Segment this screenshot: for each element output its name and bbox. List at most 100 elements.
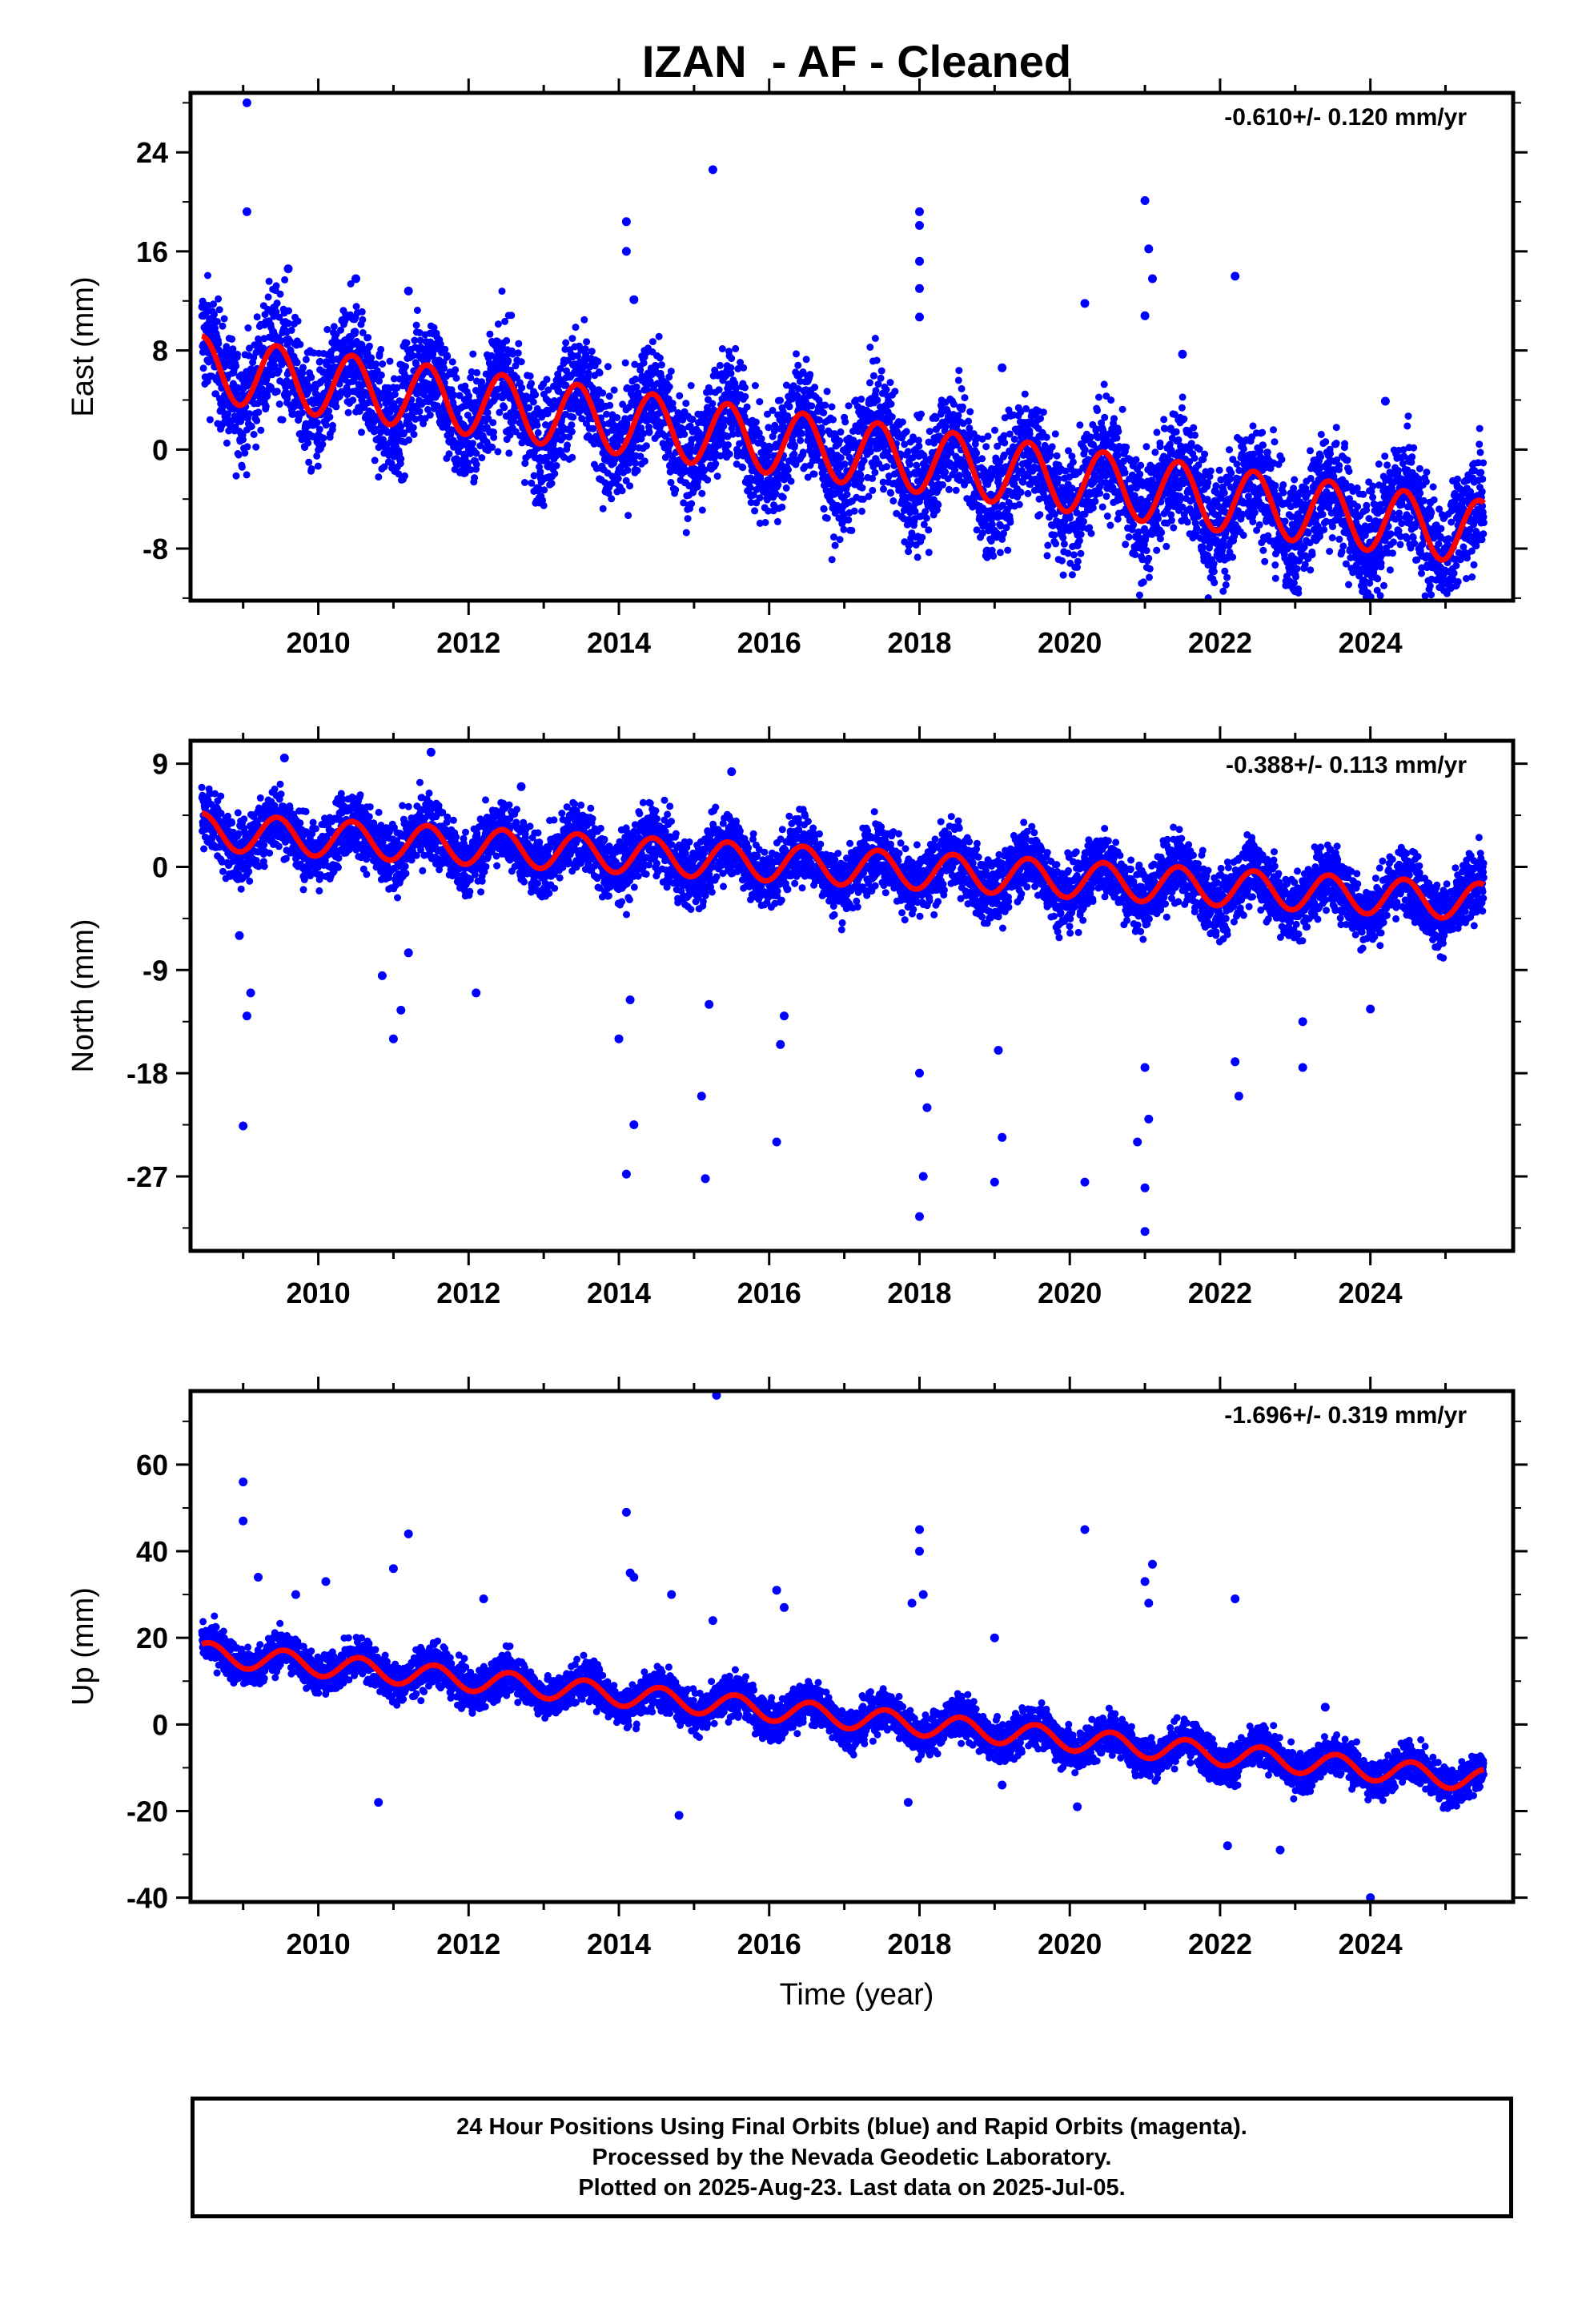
- data-point: [1059, 534, 1067, 541]
- data-point: [640, 359, 648, 367]
- data-point: [397, 455, 405, 463]
- data-point: [375, 473, 383, 481]
- data-point: [224, 410, 231, 418]
- data-point: [1004, 546, 1012, 554]
- data-point: [761, 519, 769, 526]
- data-point: [841, 418, 849, 426]
- data-point: [823, 514, 831, 522]
- data-point: [961, 394, 969, 402]
- data-point: [751, 382, 759, 389]
- data-point: [872, 387, 880, 395]
- data-point: [476, 442, 484, 450]
- data-point: [802, 356, 810, 364]
- data-point: [307, 465, 315, 472]
- data-point: [1051, 430, 1059, 438]
- data-point: [743, 403, 751, 411]
- data-point: [241, 449, 249, 457]
- chart-title: IZAN - AF - Cleaned: [642, 36, 1071, 86]
- data-point: [265, 277, 273, 285]
- data-point: [746, 484, 754, 492]
- data-point: [281, 275, 289, 283]
- data-point: [471, 474, 479, 482]
- data-point: [1101, 413, 1109, 421]
- data-point: [593, 392, 601, 400]
- data-point: [521, 460, 529, 468]
- data-point: [636, 366, 644, 374]
- data-point: [397, 423, 405, 431]
- data-point: [882, 385, 890, 393]
- data-point: [915, 442, 923, 450]
- data-point: [243, 443, 251, 451]
- data-point: [918, 533, 926, 541]
- data-point: [667, 368, 675, 376]
- data-point: [287, 326, 295, 334]
- data-point: [828, 556, 836, 564]
- data-point: [461, 382, 469, 390]
- data-point: [1068, 571, 1076, 579]
- data-point: [996, 549, 1004, 557]
- data-point: [569, 413, 577, 421]
- data-point: [605, 392, 613, 400]
- data-point: [262, 403, 270, 411]
- data-point: [568, 335, 576, 343]
- data-point: [779, 493, 787, 501]
- data-point: [1172, 428, 1180, 436]
- data-point: [366, 342, 373, 350]
- data-point: [284, 320, 292, 328]
- data-point: [1037, 415, 1044, 423]
- data-point: [325, 407, 333, 415]
- data-point: [540, 501, 548, 509]
- data-point: [1132, 456, 1140, 464]
- data-point: [277, 337, 285, 345]
- data-point: [1048, 443, 1056, 451]
- data-point: [1080, 517, 1087, 525]
- panel-east: 2010 2012 2014 2016 2018 2020 2022 2024-8081624…: [66, 78, 1528, 659]
- data-point: [642, 442, 650, 450]
- data-point: [1069, 458, 1077, 466]
- data-point: [534, 428, 542, 436]
- data-point: [684, 515, 692, 523]
- data-point: [955, 367, 963, 375]
- data-point: [294, 317, 302, 325]
- data-point: [1207, 467, 1215, 475]
- data-point: [307, 373, 315, 381]
- data-point: [403, 339, 411, 347]
- data-point: [243, 471, 251, 479]
- data-point: [326, 413, 334, 421]
- data-point: [888, 413, 896, 421]
- data-point: [756, 398, 764, 406]
- data-point: [391, 390, 399, 398]
- data-point: [866, 379, 873, 387]
- data-point: [873, 356, 881, 364]
- data-point: [1153, 546, 1161, 554]
- data-point: [540, 486, 548, 494]
- data-point: [1178, 393, 1186, 401]
- data-point: [828, 403, 836, 411]
- data-point: [739, 464, 747, 472]
- data-point: [1070, 551, 1078, 559]
- data-point: [741, 384, 749, 392]
- data-point: [347, 280, 355, 287]
- data-point: [584, 374, 592, 382]
- data-point: [877, 367, 885, 375]
- data-point: [836, 437, 844, 444]
- data-point: [199, 364, 207, 372]
- data-point: [1158, 529, 1166, 537]
- data-point: [1054, 475, 1062, 483]
- data-point: [1136, 470, 1144, 478]
- data-point: [229, 345, 237, 353]
- data-point: [496, 408, 504, 416]
- data-point: [606, 401, 614, 409]
- data-point: [709, 400, 717, 408]
- data-point: [244, 324, 252, 332]
- data-point: [1017, 489, 1025, 497]
- data-point: [562, 339, 570, 347]
- data-point: [965, 417, 973, 425]
- data-point: [488, 443, 496, 451]
- data-point: [991, 426, 998, 434]
- data-point: [857, 476, 865, 484]
- data-point: [845, 516, 853, 524]
- data-point: [871, 468, 879, 476]
- data-point: [785, 466, 792, 473]
- data-point: [564, 441, 571, 449]
